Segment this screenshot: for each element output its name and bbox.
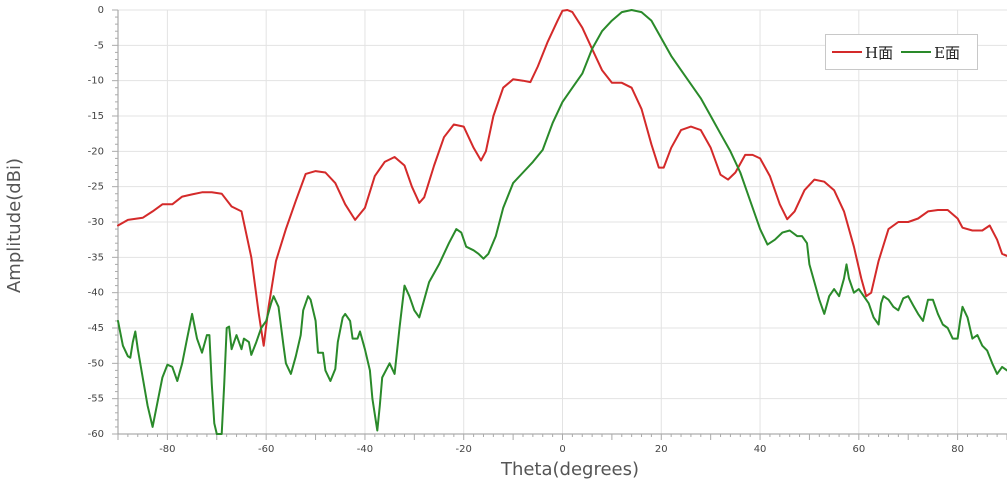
series-line-h-plane xyxy=(117,9,1007,347)
x-tick-label: 20 xyxy=(655,444,668,455)
legend-item-h-plane: H面 xyxy=(832,42,893,63)
x-tick-label: 40 xyxy=(754,444,767,455)
x-tick-label: 0 xyxy=(559,444,565,455)
y-axis-ticks: 0 -5 -10 -15 -20 -25 -30 -35 -40 -45 -50 -55 -60 xyxy=(88,5,118,440)
y-tick-label: -30 xyxy=(88,217,104,228)
y-axis-title-text: Amplitude(dBi) xyxy=(4,157,26,293)
legend-item-e-plane: E面 xyxy=(901,42,960,63)
series-line-e-plane xyxy=(117,9,1007,435)
y-tick-label: -15 xyxy=(88,111,104,122)
x-tick-label: -60 xyxy=(258,444,274,455)
x-tick-label: -20 xyxy=(456,444,472,455)
y-tick-label: -10 xyxy=(88,76,104,87)
chart-legend: H面 E面 xyxy=(825,34,978,70)
legend-label-e-plane: E面 xyxy=(934,43,961,62)
legend-swatch-h-plane xyxy=(832,51,862,53)
grid-lines xyxy=(117,9,1007,435)
y-tick-label: -40 xyxy=(88,288,104,299)
x-tick-label: 80 xyxy=(951,444,964,455)
y-tick-label: -25 xyxy=(88,182,104,193)
x-tick-label: 60 xyxy=(852,444,865,455)
x-axis-title: Theta(degrees) xyxy=(500,459,640,480)
x-tick-label: -80 xyxy=(159,444,175,455)
y-tick-label: -5 xyxy=(94,40,104,51)
y-tick-label: -60 xyxy=(88,429,104,440)
y-tick-label: -35 xyxy=(88,252,104,263)
y-tick-label: -20 xyxy=(88,146,104,157)
series-lines xyxy=(117,9,1007,435)
y-tick-label: -45 xyxy=(88,323,104,334)
x-axis-ticks: -80 -60 -40 -20 0 20 40 60 80 xyxy=(117,434,1007,455)
y-tick-label: 0 xyxy=(98,5,104,16)
legend-swatch-e-plane xyxy=(901,51,932,53)
y-tick-label: -55 xyxy=(88,394,104,405)
y-tick-label: -50 xyxy=(88,358,104,369)
y-axis-title: Amplitude(dBi) xyxy=(2,120,28,330)
legend-label-h-plane: H面 xyxy=(865,43,894,62)
x-tick-label: -40 xyxy=(357,444,373,455)
